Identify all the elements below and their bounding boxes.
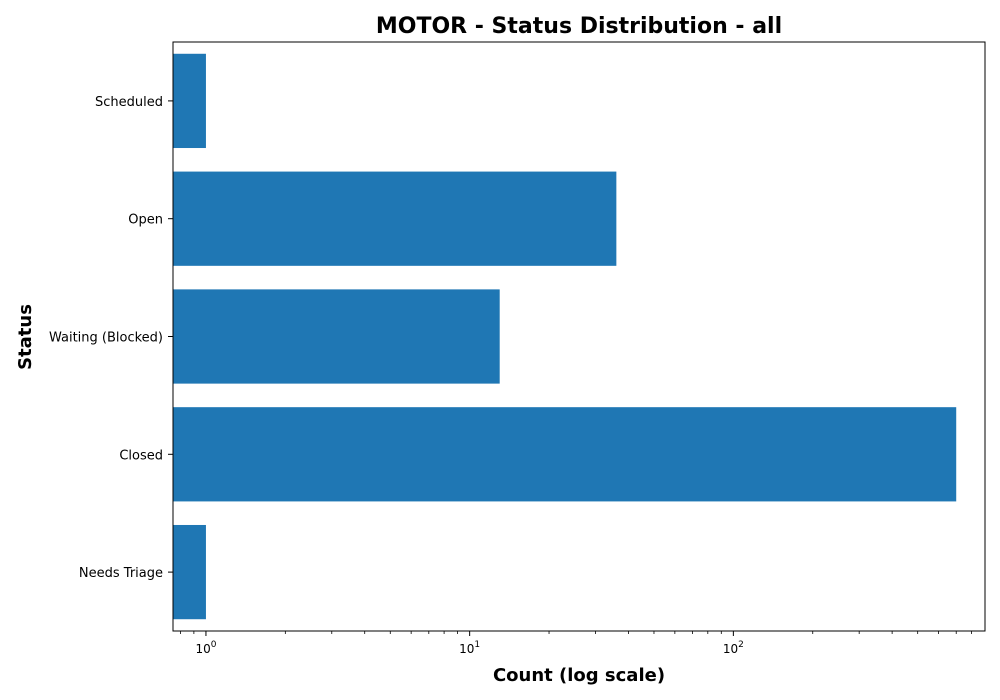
y-tick-label: Needs Triage (79, 566, 163, 581)
x-axis-title: Count (log scale) (493, 665, 665, 686)
x-axis-ticks: 100 101 102 (179, 631, 972, 656)
chart-title: MOTOR - Status Distribution - all (376, 14, 782, 39)
y-tick-label: Open (128, 213, 163, 228)
bars-group (173, 53, 957, 620)
plot-frame (172, 41, 986, 632)
y-axis-ticks: Needs Triage Closed Waiting (Blocked) Open S… (49, 95, 173, 581)
x-tick-label: 100 (195, 640, 216, 656)
bar-closed (173, 407, 957, 502)
y-tick-label: Closed (119, 448, 163, 463)
y-tick-label: Scheduled (95, 95, 163, 110)
x-tick-label: 101 (459, 640, 480, 656)
y-axis-title: Status (15, 304, 36, 370)
y-tick-label: Waiting (Blocked) (49, 331, 163, 346)
bar-waiting-blocked (173, 289, 500, 384)
bar-needs-triage (173, 524, 206, 620)
x-tick-label: 102 (723, 640, 744, 656)
bar-scheduled (173, 53, 206, 149)
bar-open (173, 171, 617, 266)
